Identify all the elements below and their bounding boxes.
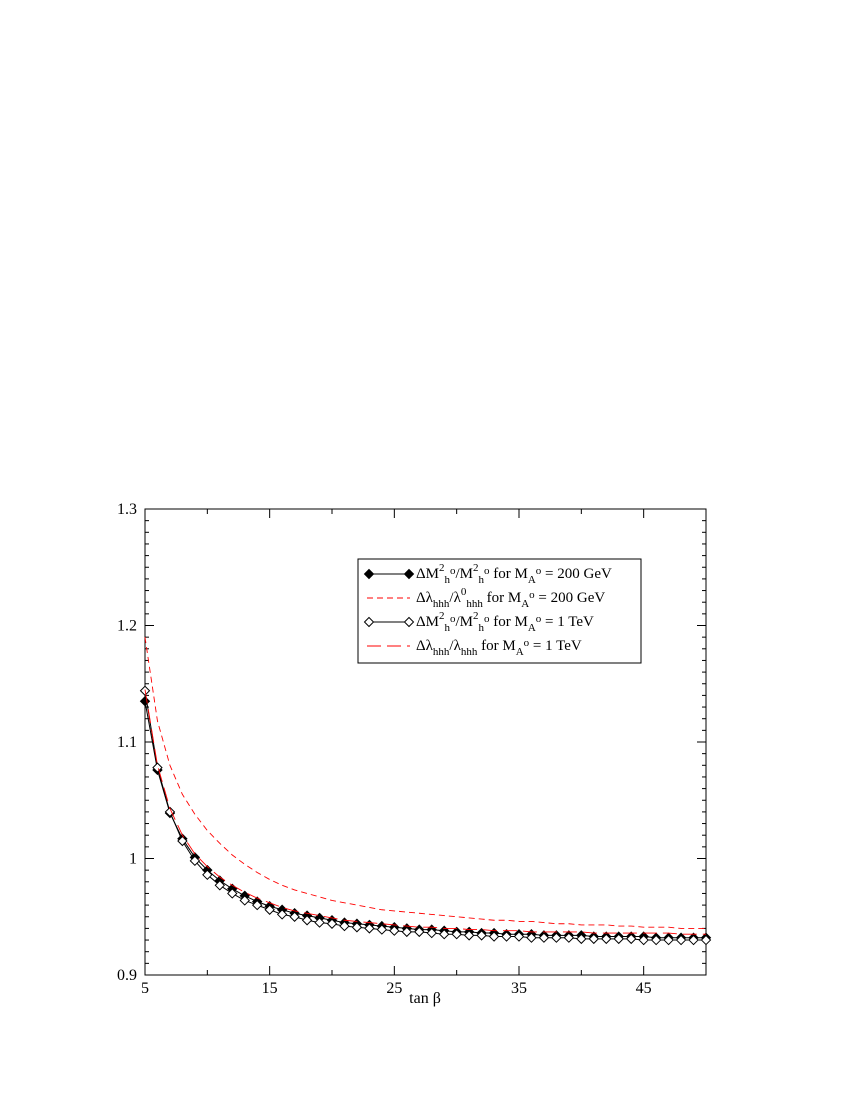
series-3-point [438, 929, 450, 940]
series-3-point [351, 922, 363, 933]
series-3-point [563, 932, 575, 943]
series-3-point [239, 895, 250, 906]
series-4 [144, 689, 706, 935]
series-3-point [152, 762, 163, 773]
y-tick-labels: 0.9 1 1.1 1.2 1.3 [117, 501, 137, 984]
series-3-point [401, 926, 413, 938]
series-3-point [613, 933, 624, 945]
series-3-point [625, 933, 637, 945]
series-4-line [144, 689, 706, 935]
series-3-point [638, 934, 649, 946]
series-3-point [227, 888, 238, 899]
x-axis-title: tan β [409, 990, 441, 1007]
series-3-point [663, 934, 674, 946]
series-1-point [139, 696, 151, 707]
x-tick-label: 25 [386, 980, 402, 997]
y-tick-label: 1.1 [117, 734, 137, 751]
series-3-point [264, 904, 275, 915]
series-3-point [276, 909, 288, 920]
legend-entry-2: Δλhhh/λ0hhh for MAo = 200 GeV [367, 586, 605, 610]
legend-swatch-marker [363, 568, 375, 580]
legend-entry-1: ΔM2ho/M2ho for MAo = 200 GeV [363, 562, 612, 586]
series-3 [139, 685, 712, 946]
x-tick-label: 35 [511, 980, 527, 997]
legend-swatch-marker [403, 616, 415, 628]
series-3-point [675, 934, 687, 946]
y-tick-label: 1.2 [117, 618, 137, 635]
minor-ticks [145, 509, 706, 975]
series-3-point [339, 920, 350, 932]
series-3-point [538, 932, 550, 943]
x-tick-labels: 5 15 25 35 45 [141, 980, 652, 997]
series-3-point [214, 880, 226, 891]
legend-box [357, 558, 642, 664]
x-tick-label: 5 [141, 980, 149, 997]
legend-swatch-marker [403, 568, 415, 580]
series-3-point [202, 869, 213, 881]
series-2 [144, 637, 706, 929]
series-3-point [189, 855, 201, 867]
series-3-point [526, 932, 537, 943]
series-3-point [576, 933, 587, 945]
series-3-point [700, 934, 712, 946]
legend-swatch-marker [363, 616, 375, 628]
series-1 [139, 696, 712, 943]
legend-label: Δλhhh/λ0hhh for MAo = 200 GeV [416, 586, 605, 610]
series-3-point [501, 931, 512, 942]
series-3-line [144, 690, 706, 941]
series-3-point [251, 899, 263, 911]
legend-label: Δλhhh/λhhh for MAo = 1 TeV [416, 637, 582, 658]
series-3-point [650, 934, 662, 946]
series-3-point [364, 923, 375, 934]
series-3-point [314, 917, 325, 928]
series-3-point [551, 932, 562, 943]
legend-entry-3: ΔM2ho/M2ho for MAo = 1 TeV [363, 610, 594, 634]
legend: ΔM2ho/M2ho for MAo = 200 GeVΔλhhh/λ0hhh … [357, 558, 642, 664]
series-3-point [301, 915, 313, 926]
series-3-point [177, 835, 188, 847]
x-tick-label: 15 [262, 980, 278, 997]
series-1-line [144, 701, 706, 939]
y-tick-label: 0.9 [117, 967, 137, 984]
legend-label: ΔM2ho/M2ho for MAo = 200 GeV [416, 562, 612, 586]
major-ticks [144, 508, 706, 976]
series-3-point [513, 931, 525, 942]
series-3-point [326, 918, 338, 929]
series-3-point [688, 934, 699, 946]
legend-label: ΔM2ho/M2ho for MAo = 1 TeV [416, 610, 594, 634]
series-3-point [601, 933, 612, 945]
series-3-point [389, 925, 400, 936]
series-3-point [488, 931, 500, 942]
series-3-point [376, 924, 388, 935]
series-3-point [476, 930, 487, 941]
x-tick-label: 45 [636, 980, 652, 997]
legend-entry-4: Δλhhh/λhhh for MAo = 1 TeV [367, 637, 582, 658]
y-tick-label: 1 [129, 851, 137, 868]
y-tick-label: 1.3 [117, 501, 137, 518]
series-3-point [414, 926, 425, 938]
series-3-point [451, 929, 462, 940]
series-2-line [144, 637, 706, 929]
series-3-point [463, 930, 475, 941]
series-3-point [426, 927, 437, 939]
series-3-point [289, 911, 300, 922]
series-layer [139, 637, 712, 946]
series-3-point [588, 933, 600, 945]
